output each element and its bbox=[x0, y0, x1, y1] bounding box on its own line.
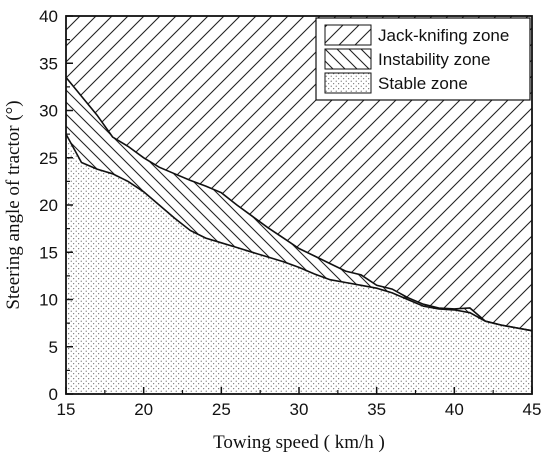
legend-swatch-jack-knifing bbox=[324, 24, 372, 46]
y-tick-label: 15 bbox=[39, 243, 58, 262]
x-tick-label: 45 bbox=[523, 400, 542, 419]
boundary-line-upper bbox=[65, 76, 533, 332]
y-tick-label: 35 bbox=[39, 54, 58, 73]
legend-label-jack-knifing: Jack-knifing zone bbox=[378, 26, 509, 45]
boundary-line-lower bbox=[65, 133, 533, 332]
y-axis: 0 5 10 15 20 25 30 35 40 bbox=[39, 7, 73, 404]
y-tick-label: 5 bbox=[49, 338, 58, 357]
x-tick-label: 40 bbox=[445, 400, 464, 419]
y-tick-label: 30 bbox=[39, 102, 58, 121]
legend-swatch-stable bbox=[324, 72, 372, 94]
x-tick-label: 15 bbox=[57, 400, 76, 419]
legend: Jack-knifing zone Instability zone Stabl… bbox=[315, 17, 531, 101]
legend-label-stable: Stable zone bbox=[378, 74, 468, 93]
x-tick-label: 35 bbox=[367, 400, 386, 419]
x-tick-label: 20 bbox=[134, 400, 153, 419]
x-axis-title: Towing speed ( km/h ) bbox=[213, 432, 385, 453]
y-tick-label: 20 bbox=[39, 196, 58, 215]
y-tick-label: 10 bbox=[39, 291, 58, 310]
x-axis: 15 20 25 30 35 40 45 bbox=[57, 387, 542, 419]
legend-swatch-instability bbox=[324, 48, 372, 70]
y-axis-title: Steering angle of tractor (°) bbox=[3, 100, 24, 309]
x-tick-label: 25 bbox=[212, 400, 231, 419]
legend-label-instability: Instability zone bbox=[378, 50, 490, 69]
zone-stable bbox=[66, 134, 532, 394]
boundary-lines bbox=[65, 76, 533, 332]
y-tick-label: 40 bbox=[39, 7, 58, 26]
y-tick-label: 25 bbox=[39, 149, 58, 168]
y-tick-label: 0 bbox=[49, 385, 58, 404]
x-tick-label: 30 bbox=[290, 400, 309, 419]
